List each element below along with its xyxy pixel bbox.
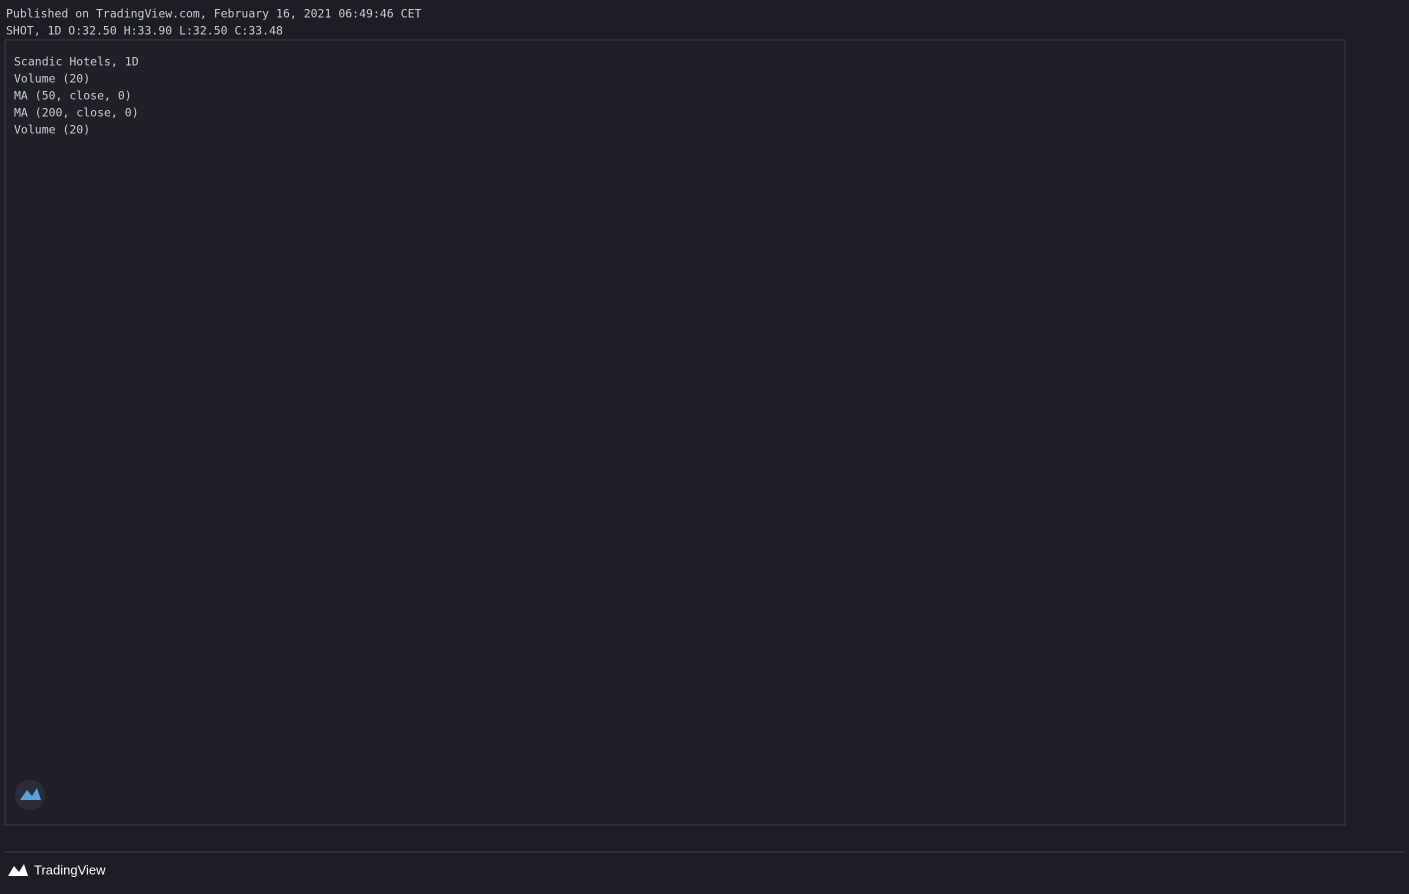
published: Published on TradingView.com, February 1… [6, 7, 421, 21]
legend-item: Volume (20) [14, 123, 90, 137]
logo-icon [20, 788, 41, 800]
plot-area [4, 39, 1346, 826]
legend-item: MA (50, close, 0) [14, 89, 132, 103]
brand: TradingView [34, 862, 106, 877]
chart-title: Scandic Hotels, 1D [14, 55, 139, 69]
legend-item: MA (200, close, 0) [14, 106, 139, 120]
ohlc: SHOT, 1D O:32.50 H:33.90 L:32.50 C:33.48 [6, 24, 283, 38]
legend-item: Volume (20) [14, 72, 90, 86]
brand-icon [8, 864, 28, 876]
